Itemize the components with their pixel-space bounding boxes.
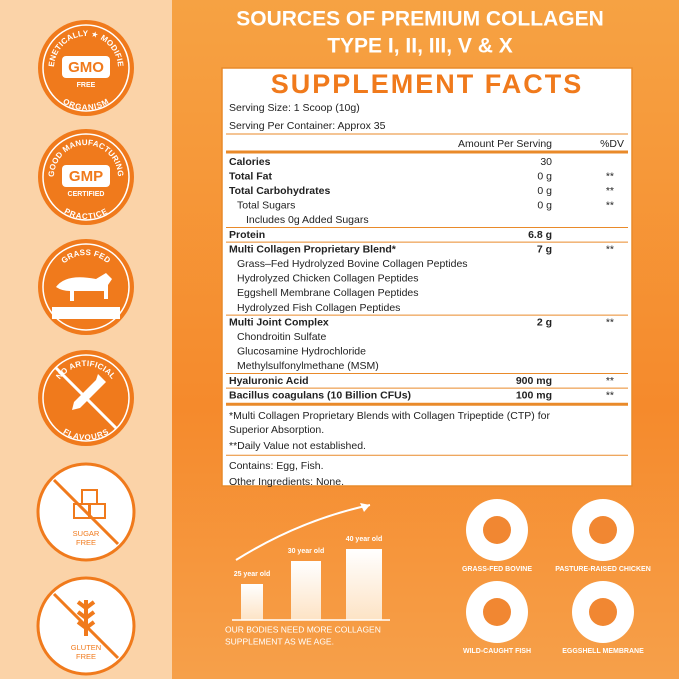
no-line (52, 592, 120, 660)
facts-panel (221, 67, 633, 487)
nutrient: Methylsulfonylmethane (MSM) (237, 360, 379, 372)
dv: ** (606, 185, 614, 197)
amount: 7 g (537, 243, 552, 255)
cow-icon (56, 273, 112, 301)
amount: 6.8 g (528, 229, 552, 241)
dv-header: %DV (600, 138, 624, 150)
age-graphic: 25 year old 30 year old 40 year old OUR BOD… (225, 503, 390, 646)
badge-inner (42, 133, 130, 221)
badge-inner (42, 354, 130, 442)
nutrient: Hyaluronic Acid (229, 375, 309, 387)
badge-plate (62, 165, 110, 187)
nutrient: Bacillus coagulans (10 Billion CFUs) (229, 389, 411, 401)
badge-plate (62, 56, 110, 78)
badge-label: GLUTEN (71, 643, 101, 652)
amount: 30 (540, 156, 552, 168)
dv: ** (606, 375, 614, 387)
age-label: 25 year old (234, 571, 271, 578)
grass (52, 307, 120, 319)
source-label: WILD-CAUGHT FISH (463, 648, 531, 655)
badge-main: GMP (69, 168, 103, 185)
cube (81, 489, 98, 505)
source-dot (483, 598, 511, 626)
source-dot (589, 516, 617, 544)
facts: SUPPLEMENT FACTS Serving Size: 1 Scoop (1… (226, 69, 628, 488)
badges: GENETICALLY ★ MODIFIEDORGANISMGMOFREEGOO… (0, 0, 136, 676)
nutrient: Eggshell Membrane Collagen Peptides (237, 287, 419, 299)
footnote: *Multi Collagen Proprietary Blends with … (229, 410, 550, 422)
nutrient: Total Sugars (237, 200, 295, 212)
badge-sub: CERTIFIED (68, 191, 105, 198)
dv: ** (606, 389, 614, 401)
wheat (76, 600, 96, 636)
contains: Contains: Egg, Fish. (229, 460, 324, 472)
serving-size: Serving Size: 1 Scoop (10g) (229, 102, 360, 114)
nutrient: Hydrolyzed Chicken Collagen Peptides (237, 273, 419, 285)
age-label: 40 year old (346, 536, 383, 543)
sources: GRASS-FED BOVINE PASTURE-RAISED CHICKEN WI… (462, 499, 651, 655)
nutrient: Glucosamine Hydrochloride (237, 346, 366, 358)
caption: SUPPLEMENT AS WE AGE. (225, 636, 334, 646)
badge-inner (42, 243, 130, 331)
nutrient: Protein (229, 229, 265, 241)
nutrient: Grass–Fed Hydrolyzed Bovine Collagen Pep… (237, 258, 468, 270)
nutrient: Multi Collagen Proprietary Blend* (229, 243, 397, 255)
dv: ** (606, 200, 614, 212)
no-line (52, 478, 120, 546)
nutrient: Includes 0g Added Sugars (246, 214, 369, 226)
source-dot (589, 598, 617, 626)
servings: Serving Per Container: Approx 35 (229, 120, 386, 132)
no-line (54, 366, 118, 430)
amount: 0 g (537, 200, 552, 212)
source-label: GRASS-FED BOVINE (462, 566, 532, 573)
amount: 0 g (537, 170, 552, 182)
badge-label: SUGAR (73, 529, 100, 538)
arrow (235, 504, 371, 561)
age-bar (291, 561, 321, 620)
nutrient: Total Fat (229, 170, 272, 182)
badge: GRASS FED (38, 239, 134, 335)
footnote: **Daily Value not established. (229, 440, 366, 452)
dv: ** (606, 243, 614, 255)
title: SOURCES OF PREMIUM COLLAGEN (236, 8, 604, 31)
title: TYPE I, II, III, V & X (327, 35, 513, 58)
amount-header: Amount Per Serving (458, 138, 552, 150)
dv: ** (606, 170, 614, 182)
dv: ** (606, 316, 614, 328)
amount: 0 g (537, 185, 552, 197)
dropper-icon (72, 374, 106, 410)
amount: 900 mg (516, 375, 552, 387)
other: Other Ingredients: None. (229, 476, 344, 488)
arrow-head (360, 503, 370, 512)
nutrient: Chondroitin Sulfate (237, 331, 326, 343)
source-label: EGGSHELL MEMBRANE (562, 648, 644, 655)
badge-main: GMO (68, 59, 104, 76)
age-label: 30 year old (288, 548, 325, 555)
source-dot (483, 516, 511, 544)
badge-label: FREE (76, 538, 96, 547)
nutrient: Total Carbohydrates (229, 185, 330, 197)
age-bar (346, 549, 382, 620)
caption: OUR BODIES NEED MORE COLLAGEN (225, 624, 381, 634)
badge-inner (42, 24, 130, 112)
source-label: PASTURE-RAISED CHICKEN (555, 566, 651, 573)
amount: 2 g (537, 316, 552, 328)
badge-label: FREE (76, 652, 96, 661)
nutrient: Hydrolyzed Fish Collagen Peptides (237, 302, 400, 314)
footnote: Superior Absorption. (229, 424, 324, 436)
facts-title: SUPPLEMENT FACTS (271, 69, 584, 99)
nutrient: Calories (229, 156, 271, 168)
amount: 100 mg (516, 389, 552, 401)
badge-sub: FREE (77, 82, 96, 89)
age-bar (241, 584, 263, 620)
nutrient: Multi Joint Complex (229, 316, 329, 328)
